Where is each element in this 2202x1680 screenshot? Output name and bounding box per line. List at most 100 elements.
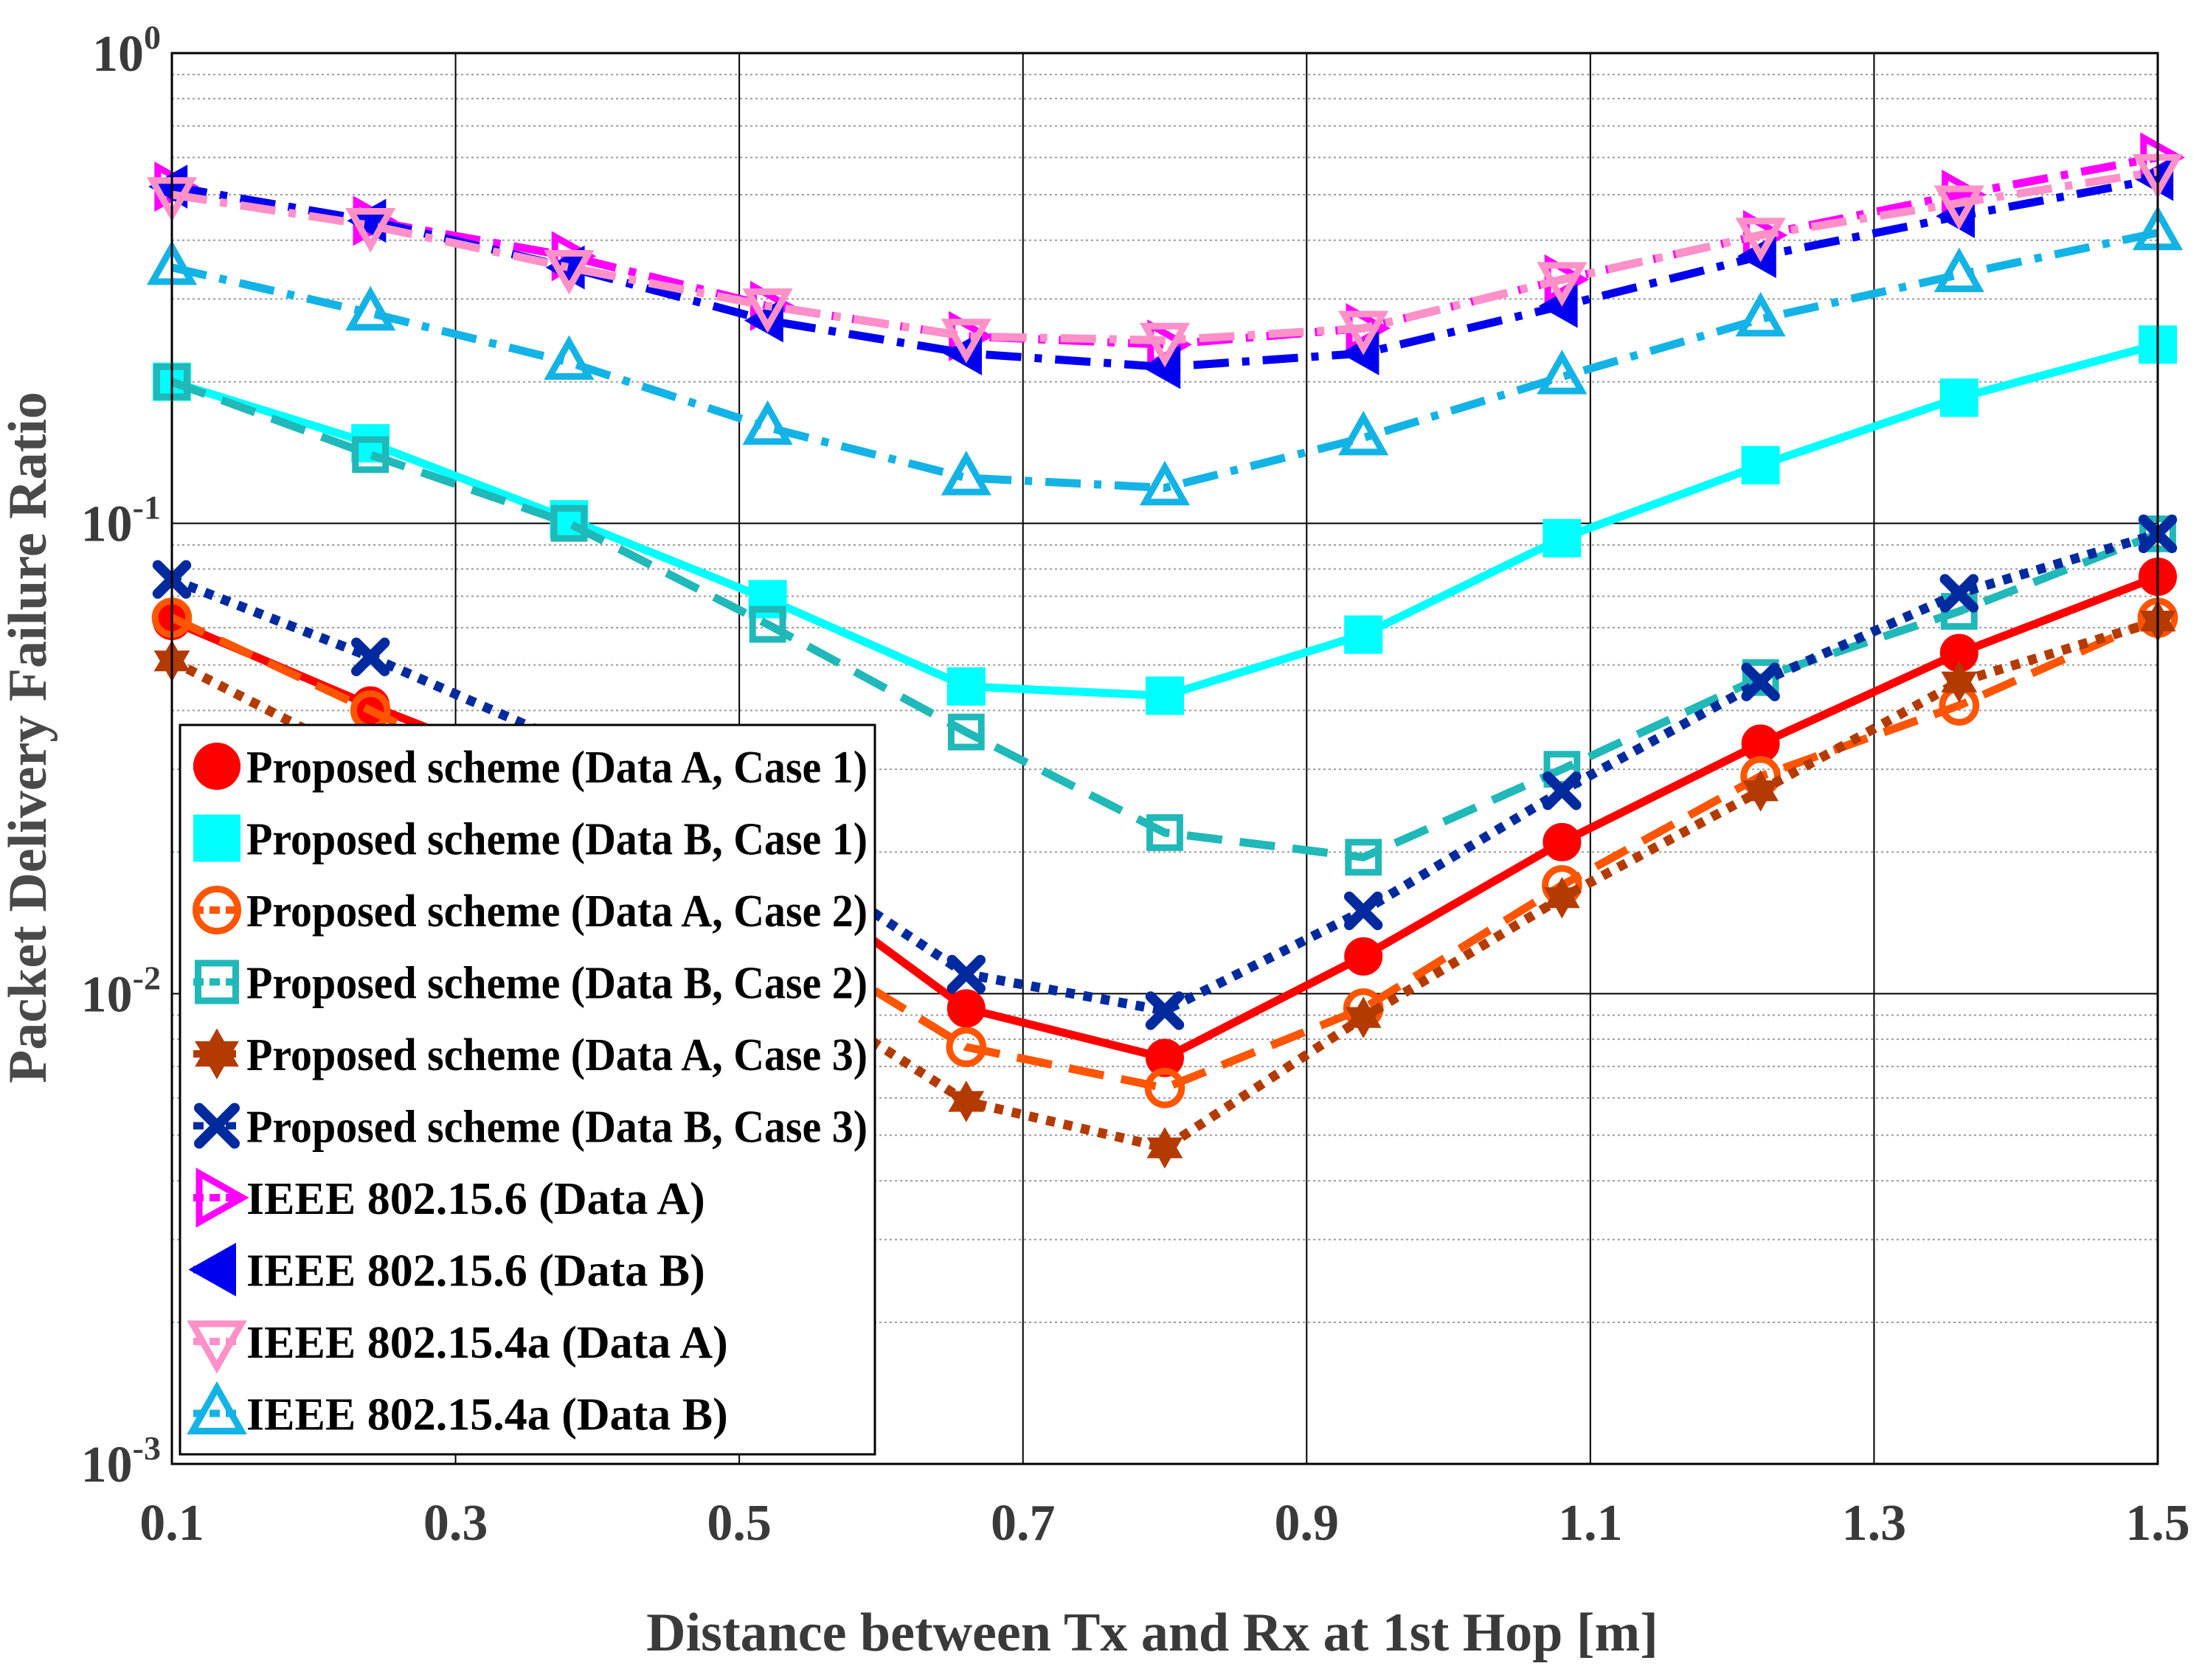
legend-marker (193, 814, 240, 862)
y-axis-label: Packet Delivery Failure Ratio (0, 392, 58, 1083)
x-tick-label: 0.3 (423, 1495, 488, 1552)
legend-marker (193, 743, 240, 790)
y-tick-label: 10-1 (81, 489, 161, 553)
y-tick-label: 10-2 (81, 959, 161, 1023)
data-point (1146, 676, 1184, 715)
data-point (550, 504, 588, 542)
data-point (749, 605, 786, 643)
data-point (1543, 876, 1580, 919)
series-line (170, 229, 2159, 492)
series-9 (146, 153, 2184, 368)
data-point (1537, 350, 1588, 395)
legend-label: IEEE 802.15.6 (Data B) (246, 1246, 705, 1297)
data-point (1537, 262, 1588, 307)
data-point (1939, 574, 1978, 613)
data-point (352, 436, 389, 473)
series-line (170, 616, 2159, 1153)
legend-entry: Proposed scheme (Data B, Case 1) (193, 814, 868, 865)
data-point (1139, 322, 1191, 368)
data-point (947, 713, 985, 751)
data-point (946, 954, 986, 994)
data-point (1543, 518, 1582, 558)
legend-marker (195, 959, 239, 1004)
legend-marker (188, 1243, 236, 1297)
data-point (1741, 445, 1780, 485)
legend-entry: IEEE 802.15.6 (Data A) (193, 1167, 705, 1228)
data-point (1543, 822, 1582, 861)
data-point (946, 667, 986, 706)
data-point (1741, 662, 1780, 701)
legend-marker (187, 1381, 247, 1434)
x-tick-label: 1.1 (1558, 1495, 1623, 1552)
data-point (1933, 185, 1984, 231)
series-4 (153, 363, 2176, 876)
x-axis-label: Distance between Tx and Rx at 1st Hop [m… (646, 1603, 1658, 1663)
legend-label: Proposed scheme (Data B, Case 1) (246, 815, 868, 865)
legend: Proposed scheme (Data A, Case 1) Proposed… (179, 723, 876, 1456)
legend-label: IEEE 802.15.6 (Data A) (246, 1174, 705, 1224)
x-tick-label: 1.3 (1842, 1495, 1907, 1552)
data-point (1742, 770, 1779, 812)
legend-box (179, 723, 876, 1456)
data-point (948, 1080, 985, 1122)
axes-frame (170, 52, 2159, 1465)
data-point (941, 451, 991, 496)
data-point (742, 288, 793, 333)
x-tick-label: 0.9 (1275, 1495, 1340, 1552)
legend-entry: Proposed scheme (Data A, Case 3) (193, 1028, 868, 1080)
legend-label: Proposed scheme (Data B, Case 3) (246, 1103, 868, 1153)
data-point (1146, 814, 1183, 851)
legend-marker (194, 1103, 240, 1149)
legend-label: IEEE 802.15.4a (Data B) (246, 1390, 728, 1440)
legend-entry: IEEE 802.15.4a (Data A) (187, 1318, 728, 1374)
series-line (170, 378, 2160, 861)
y-tick-label: 100 (92, 18, 161, 83)
data-point (1145, 991, 1185, 1030)
data-point (1344, 891, 1383, 931)
data-point (941, 319, 991, 364)
legend-entry: Proposed scheme (Data A, Case 2) (193, 886, 868, 937)
legend-label: IEEE 802.15.4a (Data A) (246, 1318, 728, 1368)
data-point (1543, 771, 1582, 811)
data-point (1939, 378, 1978, 417)
data-point (544, 250, 595, 295)
legend-label: Proposed scheme (Data A, Case 2) (246, 886, 868, 937)
legend-entry: IEEE 802.15.4a (Data B) (187, 1381, 728, 1440)
legend-label: Proposed scheme (Data A, Case 1) (246, 743, 868, 793)
data-point (1144, 1067, 1185, 1108)
data-point (946, 1027, 987, 1068)
x-tick-label: 0.1 (139, 1495, 204, 1552)
data-point (1344, 937, 1383, 976)
legend-entry: IEEE 802.15.6 (Data B) (188, 1243, 705, 1297)
x-tick-label: 0.5 (707, 1495, 772, 1552)
legend-marker (195, 1167, 249, 1228)
data-point (1338, 410, 1389, 456)
data-point (1933, 247, 1984, 293)
legend-entry: Proposed scheme (Data A, Case 1) (193, 743, 868, 793)
data-point (345, 285, 396, 331)
data-point (1345, 996, 1382, 1038)
legend-marker (187, 1320, 247, 1374)
series-line (170, 529, 2159, 1016)
data-point (1735, 291, 1786, 337)
data-point (351, 637, 390, 676)
data-point (1146, 1038, 1184, 1077)
data-point (1146, 1127, 1183, 1169)
data-point (1735, 218, 1786, 263)
series-line (171, 175, 2159, 372)
x-tick-label: 1.5 (2125, 1495, 2190, 1552)
data-point (1345, 839, 1382, 876)
data-point (1344, 615, 1383, 654)
data-point (544, 335, 595, 381)
legend-label: Proposed scheme (Data B, Case 2) (246, 959, 868, 1009)
legend-entry: Proposed scheme (Data B, Case 3) (193, 1103, 868, 1153)
data-point (1338, 310, 1389, 355)
data-point (1139, 460, 1191, 506)
legend-label: Proposed scheme (Data A, Case 3) (246, 1030, 868, 1080)
data-point (1941, 661, 1978, 703)
data-point (946, 989, 986, 1028)
legend-marker (195, 1028, 239, 1080)
axes: 0.1 0.3 0.5 0.7 0.9 1.1 1.3 1.5 100 10-1 10-2 10-3 (81, 18, 2190, 1552)
legend-marker (193, 886, 241, 934)
